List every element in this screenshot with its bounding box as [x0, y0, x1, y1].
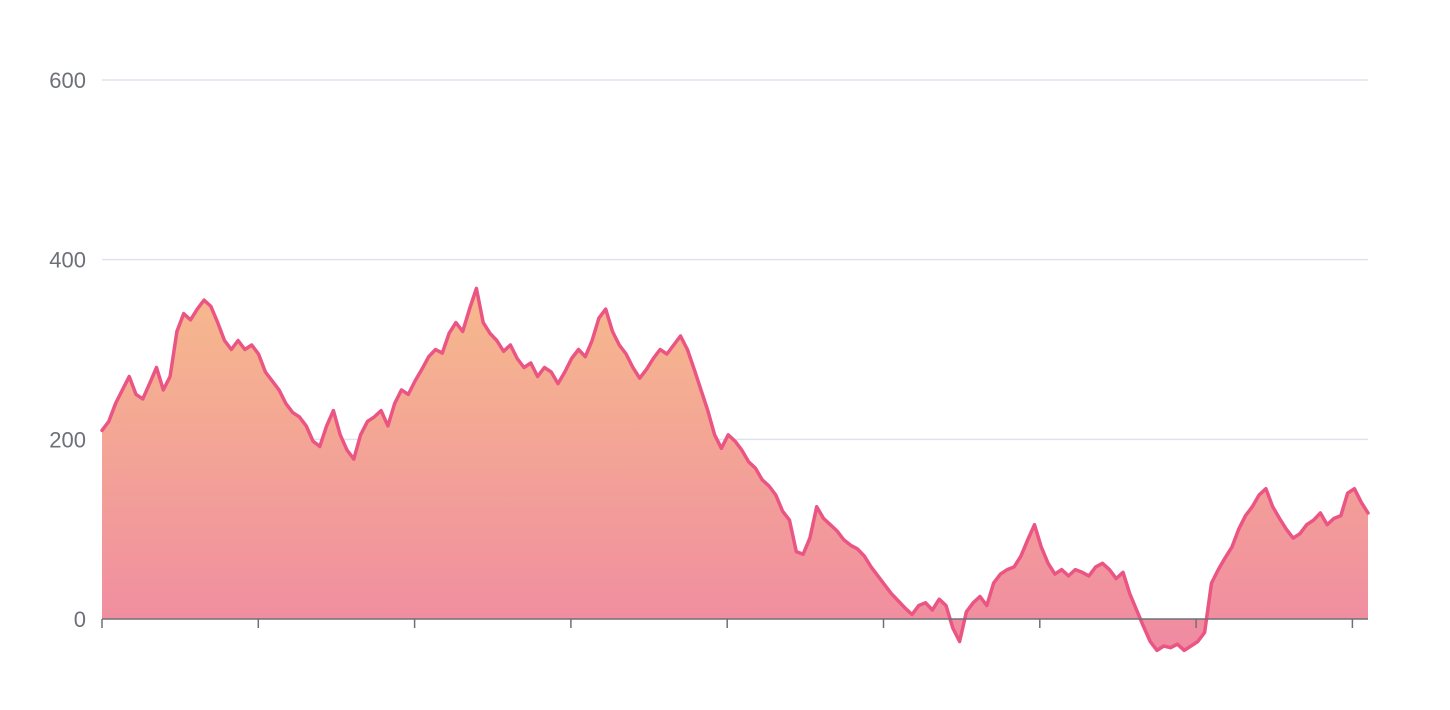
y-tick-label-200: 200	[49, 427, 86, 452]
y-tick-label-0: 0	[74, 607, 86, 632]
x-axis	[101, 618, 1368, 628]
y-tick-label-600: 600	[49, 68, 86, 93]
series-area-fill	[102, 288, 1368, 651]
y-tick-label-400: 400	[49, 248, 86, 273]
grid-lines	[102, 79, 1368, 441]
series-line	[100, 286, 1370, 653]
y-axis-tick-labels: 0 200 400 600	[49, 68, 86, 632]
